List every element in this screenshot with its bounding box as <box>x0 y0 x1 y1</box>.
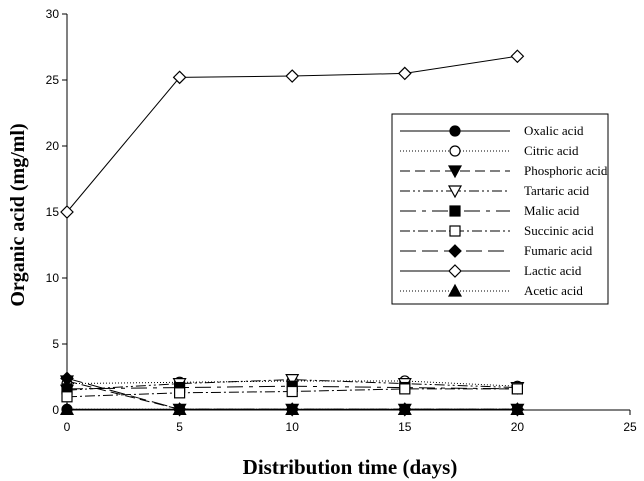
x-tick-label: 10 <box>286 420 300 434</box>
data-point <box>286 385 298 398</box>
legend-label: Lactic acid <box>524 263 582 278</box>
series-7 <box>60 49 525 219</box>
legend-label: Fumaric acid <box>524 243 593 258</box>
data-point <box>60 205 74 219</box>
data-point <box>59 402 75 415</box>
data-point <box>285 69 300 83</box>
x-tick-label: 15 <box>398 420 412 434</box>
legend-label: Phosphoric acid <box>524 163 608 178</box>
data-point <box>397 402 412 415</box>
legend-label: Malic acid <box>524 203 580 218</box>
legend-marker <box>447 283 463 297</box>
series-5 <box>61 383 524 403</box>
data-point <box>511 383 524 395</box>
data-point <box>60 371 74 386</box>
data-point <box>172 70 187 85</box>
legend-label: Oxalic acid <box>524 123 584 138</box>
data-point <box>510 49 525 64</box>
data-point <box>510 402 525 415</box>
x-tick-label: 5 <box>176 420 183 434</box>
data-point <box>174 387 186 399</box>
data-point <box>285 402 300 415</box>
data-point <box>172 402 187 415</box>
x-tick-label: 25 <box>623 420 637 434</box>
y-tick-label: 25 <box>46 73 60 87</box>
legend-label: Tartaric acid <box>524 183 590 198</box>
series-8 <box>59 402 525 415</box>
legend-marker <box>448 244 462 258</box>
legend-marker <box>449 225 461 237</box>
legend-marker <box>447 185 463 199</box>
data-point <box>399 383 411 395</box>
y-tick-label: 0 <box>52 403 59 417</box>
legend-marker <box>449 205 461 217</box>
y-tick-label: 20 <box>46 139 60 153</box>
legend-marker <box>449 125 461 137</box>
series-layer <box>59 49 525 417</box>
y-tick-label: 10 <box>46 271 60 285</box>
legend-marker <box>447 165 463 179</box>
data-point <box>61 391 73 403</box>
legend-label: Acetic acid <box>524 283 583 298</box>
y-tick-label: 15 <box>46 205 60 219</box>
x-tick-label: 20 <box>511 420 525 434</box>
y-tick-label: 5 <box>52 337 59 351</box>
y-tick-label: 30 <box>46 7 60 21</box>
y-axis-title: Organic acid (mg/ml) <box>7 123 29 306</box>
legend-label: Citric acid <box>524 143 579 158</box>
x-tick-label: 0 <box>64 420 71 434</box>
legend-box <box>391 113 609 305</box>
legend-marker <box>448 264 462 278</box>
legend-marker <box>449 145 461 157</box>
x-axis-title: Distribution time (days) <box>243 455 458 479</box>
legend: Oxalic acid Citric acid Phosphoric acid Tar… <box>391 113 609 305</box>
axis-ticks: 0 5 10 15 20 25 30 0 5 10 15 20 25 <box>46 7 637 434</box>
legend-label: Succinic acid <box>524 223 594 238</box>
data-point <box>397 66 412 81</box>
data-point <box>285 374 300 387</box>
